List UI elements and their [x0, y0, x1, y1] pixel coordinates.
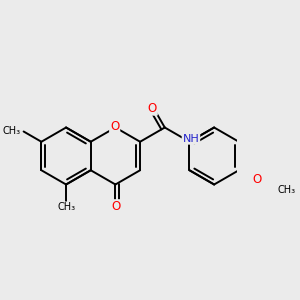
- Text: O: O: [252, 173, 262, 187]
- Text: O: O: [110, 120, 119, 133]
- Text: O: O: [112, 200, 121, 213]
- Text: O: O: [148, 102, 157, 115]
- Text: CH₃: CH₃: [58, 202, 76, 212]
- Text: NH: NH: [183, 134, 199, 144]
- Text: CH₃: CH₃: [2, 126, 21, 136]
- Text: CH₃: CH₃: [278, 185, 296, 195]
